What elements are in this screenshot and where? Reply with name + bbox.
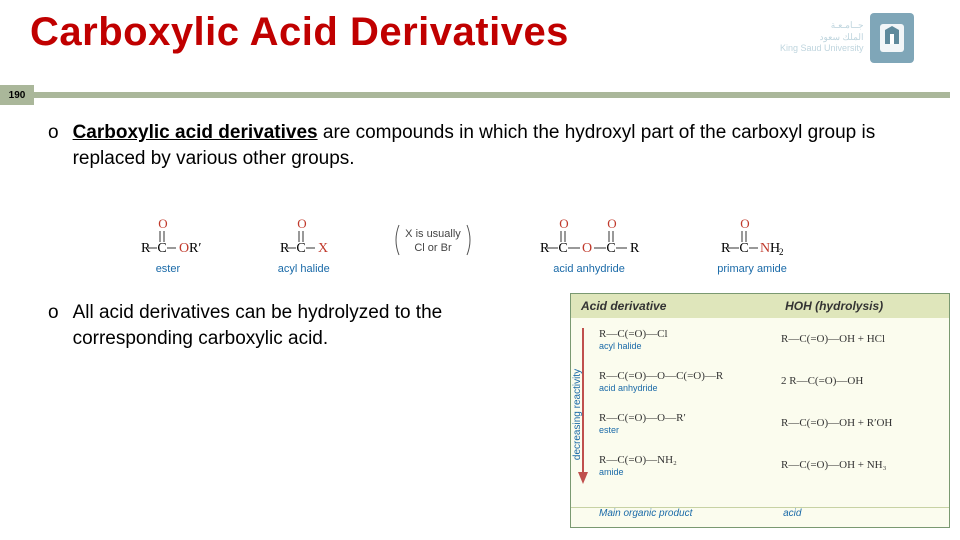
row-formula: R—C(=O)—NH₂ [599, 454, 677, 466]
svg-text:R′: R′ [189, 241, 201, 256]
logo-crest-icon [870, 13, 914, 63]
structure-amide: O R C N H 2 primary amide [684, 218, 820, 275]
bullet-1-term: Carboxylic acid derivatives [73, 122, 318, 143]
row-caption: amide [599, 467, 624, 477]
accent-bar [34, 92, 950, 98]
table-foot-2: acid [775, 508, 949, 527]
university-logo: جــامـعـة الملك سعود King Saud Universit… [780, 10, 950, 65]
row-formula: R—C(=O)—O—C(=O)—R [599, 370, 723, 382]
caption-amide: primary amide [717, 263, 787, 275]
svg-text:C: C [296, 241, 305, 256]
divider-bar: 190 [0, 85, 960, 105]
logo-english: King Saud University [780, 43, 864, 55]
table-head-1: Acid derivative [571, 294, 775, 318]
structure-anhydride: O O R C O C R acid anhydride [494, 218, 684, 275]
svg-text:O: O [607, 218, 616, 231]
table-row: R—C(=O)—Clacyl halide R—C(=O)—OH + HCl [599, 318, 949, 360]
caption-acyl-halide: acyl halide [278, 263, 330, 275]
logo-arabic-2: الملك سعود [780, 32, 864, 44]
svg-text:O: O [582, 241, 592, 256]
bullet-marker: o [48, 120, 59, 171]
svg-text:O: O [297, 218, 306, 231]
paren-bot: Cl or Br [414, 242, 452, 254]
svg-text:X: X [318, 241, 328, 256]
svg-text:N: N [760, 241, 770, 256]
logo-arabic-1: جــامـعـة [780, 20, 864, 32]
svg-text:O: O [179, 241, 189, 256]
row-caption: ester [599, 425, 619, 435]
structures-row: O R C O R′ ester O R C X acyl halide X i… [100, 205, 820, 275]
row-caption: acid anhydride [599, 383, 658, 393]
table-header: Acid derivative HOH (hydrolysis) [571, 294, 949, 318]
svg-text:O: O [559, 218, 568, 231]
svg-text:C: C [157, 241, 166, 256]
bullet-1-text: Carboxylic acid derivatives are compound… [73, 120, 935, 171]
table-rows: R—C(=O)—Clacyl halide R—C(=O)—OH + HCl R… [599, 318, 949, 507]
table-foot-1: Main organic product [571, 508, 775, 527]
page-number-badge: 190 [0, 85, 34, 105]
reactivity-label: decreasing reactivity [572, 369, 583, 460]
logo-text: جــامـعـة الملك سعود King Saud Universit… [780, 20, 864, 55]
row-formula: R—C(=O)—Cl [599, 328, 668, 340]
caption-ester: ester [156, 263, 180, 275]
svg-text:O: O [740, 218, 749, 231]
table-row: R—C(=O)—O—C(=O)—Racid anhydride 2 R—C(=O… [599, 360, 949, 402]
table-row: R—C(=O)—NH₂amide R—C(=O)—OH + NH₃ [599, 444, 949, 486]
svg-text:C: C [606, 241, 615, 256]
svg-text:O: O [158, 218, 167, 231]
row-product: R—C(=O)—OH + NH₃ [781, 459, 886, 471]
svg-text:R: R [630, 241, 640, 256]
hydrolysis-table: Acid derivative HOH (hydrolysis) decreas… [570, 293, 950, 528]
caption-anhydride: acid anhydride [553, 263, 625, 275]
page-title: Carboxylic Acid Derivatives [30, 10, 569, 55]
table-row: R—C(=O)—O—R′ester R—C(=O)—OH + R′OH [599, 402, 949, 444]
row-product: R—C(=O)—OH + R′OH [781, 417, 892, 429]
table-head-2: HOH (hydrolysis) [775, 294, 949, 318]
bullet-marker: o [48, 300, 59, 351]
row-product: 2 R—C(=O)—OH [781, 375, 863, 387]
row-caption: acyl halide [599, 341, 642, 351]
paren-top: X is usually [405, 228, 461, 240]
bullet-2: o All acid derivatives can be hydrolyzed… [48, 300, 548, 351]
bullet-1: o Carboxylic acid derivatives are compou… [48, 120, 935, 171]
svg-text:2: 2 [779, 247, 784, 257]
row-formula: R—C(=O)—O—R′ [599, 412, 686, 424]
reactivity-arrow: decreasing reactivity [574, 324, 592, 484]
bullet-2-text: All acid derivatives can be hydrolyzed t… [73, 300, 548, 351]
row-product: R—C(=O)—OH + HCl [781, 333, 885, 345]
svg-text:C: C [558, 241, 567, 256]
structure-acyl-halide: O R C X acyl halide [236, 218, 372, 275]
structure-paren-note: X is usually Cl or Br [372, 219, 494, 275]
structure-ester: O R C O R′ ester [100, 218, 236, 275]
table-footer: Main organic product acid [571, 507, 949, 527]
svg-text:C: C [739, 241, 748, 256]
